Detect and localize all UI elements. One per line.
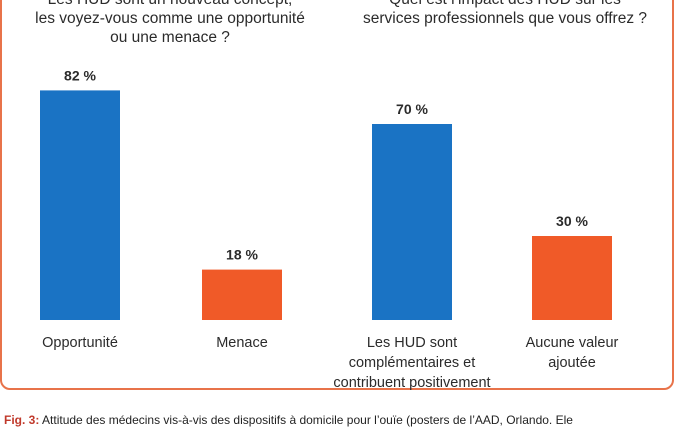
chart-2-bar-2	[532, 236, 612, 320]
chart-2-category-label-2: Aucune valeur ajoutée	[526, 335, 619, 371]
caption-fig-label: Fig. 3:	[4, 413, 40, 427]
chart-1-category-label-2: Menace	[216, 335, 268, 351]
chart-2-bar-1	[372, 124, 452, 320]
chart-2-title: Quel est l’impact des HUD sur les servic…	[362, 0, 648, 27]
chart-2-value-label-1: 70 %	[396, 101, 428, 117]
chart-1-bar-2	[202, 269, 282, 320]
chart-2-value-label-2: 30 %	[556, 213, 588, 229]
figure-caption: Fig. 3: Attitude des médecins vis-à-vis …	[4, 413, 686, 427]
chart-1-bar-1	[40, 90, 120, 321]
figure-frame	[0, 0, 674, 390]
chart-1-value-label-1: 82 %	[64, 67, 96, 83]
chart-1-value-label-2: 18 %	[226, 247, 258, 263]
chart-2-category-label-1: Les HUD sont complémentaires et contribuen…	[333, 335, 490, 391]
caption-text: Attitude des médecins vis-à-vis des disp…	[42, 413, 573, 427]
chart-1-title: Les HUD sont un nouveau concept, les voy…	[35, 0, 305, 46]
chart-1-category-label-1: Opportunité	[42, 335, 118, 351]
